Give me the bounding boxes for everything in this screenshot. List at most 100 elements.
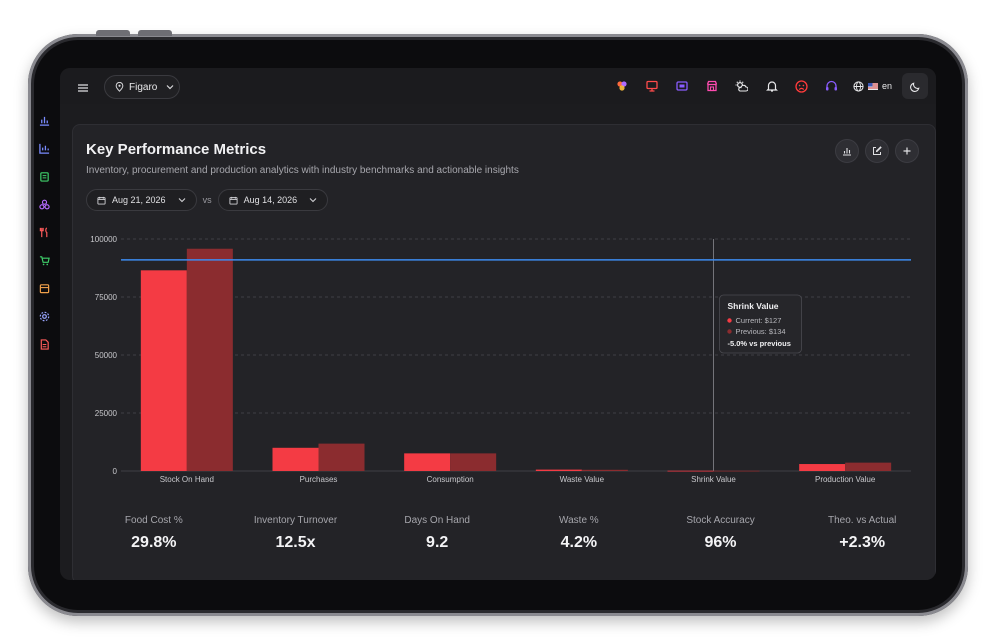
- previous-date-picker[interactable]: Aug 14, 2026: [217, 189, 329, 211]
- bar-chart-icon[interactable]: [36, 112, 52, 128]
- bar-current: [535, 469, 582, 471]
- bar-current: [799, 464, 846, 471]
- kpi-inventory-turnover: Inventory Turnover 12.5x: [225, 515, 367, 552]
- card-actions: [835, 139, 919, 163]
- edit-button[interactable]: [865, 139, 889, 163]
- location-name: Figaro: [129, 81, 158, 93]
- map-pin-icon: [115, 82, 124, 92]
- vs-label: vs: [202, 195, 212, 205]
- bar-previous: [581, 469, 628, 471]
- apps-icon[interactable]: [607, 74, 637, 98]
- tooltip-title: Shrink Value: [728, 301, 779, 311]
- y-tick-label: 50000: [95, 351, 118, 360]
- weather-icon[interactable]: [727, 74, 757, 98]
- bar-chart-icon: [843, 148, 851, 156]
- kpi-card: Key Performance Metrics Inventory, procu…: [72, 124, 936, 580]
- bar-previous: [186, 248, 233, 471]
- kpi-waste: Waste % 4.2%: [508, 515, 650, 552]
- bar-previous: [845, 462, 892, 471]
- chevron-down-icon: [309, 198, 317, 203]
- volume-button: [138, 30, 172, 36]
- utensils-icon[interactable]: [36, 224, 52, 240]
- card-subtitle: Inventory, procurement and production an…: [86, 165, 519, 176]
- add-button[interactable]: [895, 139, 919, 163]
- plus-icon: [903, 147, 911, 155]
- previous-date-label: Aug 14, 2026: [243, 195, 298, 205]
- menu-icon[interactable]: [78, 80, 88, 92]
- theme-toggle[interactable]: [902, 73, 928, 99]
- headset-icon[interactable]: [817, 74, 847, 98]
- kpi-label: Days On Hand: [404, 515, 470, 526]
- chevron-down-icon: [178, 198, 185, 203]
- date-range: Aug 21, 2026 vs Aug 14, 2026: [86, 189, 329, 211]
- tooltip-box: [719, 294, 802, 354]
- kpi-food-cost: Food Cost % 29.8%: [83, 515, 225, 552]
- x-tick-label: Waste Value: [560, 475, 605, 484]
- x-tick-label: Production Value: [815, 475, 876, 484]
- y-tick-label: 100000: [90, 235, 117, 244]
- kpi-theo-vs-actual: Theo. vs Actual +2.3%: [791, 515, 933, 552]
- pos-icon[interactable]: [667, 74, 697, 98]
- tooltip-previous: Previous: $134: [736, 327, 786, 336]
- tooltip-previous-dot: [727, 329, 732, 334]
- y-tick-label: 25000: [95, 409, 118, 418]
- bar-current: [404, 453, 451, 471]
- volume-button: [96, 30, 130, 36]
- kpi-bar-chart: 0 25000 50000 75000 100000 Stock On Hand Purch…: [90, 235, 911, 484]
- language-code: en: [881, 81, 892, 91]
- cart-icon[interactable]: [36, 252, 52, 268]
- kpi-label: Inventory Turnover: [253, 515, 338, 526]
- calendar-icon: [229, 196, 238, 205]
- kpi-label: Stock Accuracy: [686, 515, 755, 526]
- kpi-value: 96%: [704, 534, 737, 551]
- calendar-icon: [97, 196, 106, 205]
- current-date-picker[interactable]: Aug 21, 2026: [86, 189, 197, 211]
- bell-icon[interactable]: [757, 74, 787, 98]
- y-tick-label: 75000: [95, 293, 118, 302]
- x-tick-label: Shrink Value: [691, 475, 736, 484]
- kpi-days-on-hand: Days On Hand 9.2: [366, 515, 508, 552]
- chart-view-button[interactable]: [835, 139, 859, 163]
- tooltip-change: -5.0% vs previous: [728, 339, 791, 348]
- kpi-value: +2.3%: [839, 534, 886, 551]
- kpi-stock-accuracy: Stock Accuracy 96%: [650, 515, 792, 552]
- recipes-icon[interactable]: [36, 196, 52, 212]
- store-icon[interactable]: [697, 74, 727, 98]
- location-selector[interactable]: Figaro: [104, 75, 180, 99]
- kpi-value: 4.2%: [560, 534, 598, 551]
- us-flag-icon: [867, 82, 878, 90]
- kpi-value: 9.2: [426, 534, 449, 551]
- kpi-value: 12.5x: [275, 534, 316, 551]
- x-tick-label: Stock On Hand: [160, 475, 214, 484]
- moon-icon: [909, 82, 919, 92]
- analytics-icon[interactable]: [36, 140, 52, 156]
- globe-icon: [853, 80, 864, 92]
- current-date-label: Aug 21, 2026: [112, 195, 166, 205]
- kpi-label: Waste %: [559, 515, 599, 526]
- settings-icon[interactable]: [36, 308, 52, 324]
- top-actions: en: [607, 73, 928, 99]
- clipboard-icon[interactable]: [36, 168, 52, 184]
- alert-face-icon[interactable]: [787, 74, 817, 98]
- card-title: Key Performance Metrics: [86, 141, 267, 158]
- bar-previous: [318, 443, 365, 471]
- box-icon[interactable]: [36, 280, 52, 296]
- kpi-summary: Food Cost % 29.8% Inventory Turnover 12.…: [83, 515, 933, 552]
- bar-previous: [713, 470, 760, 472]
- app-screen: Figaro: [60, 68, 936, 580]
- bar-previous: [450, 453, 497, 471]
- report-icon[interactable]: [36, 336, 52, 352]
- tooltip-current-dot: [727, 318, 732, 323]
- bar-current: [667, 470, 714, 472]
- y-tick-label: 0: [113, 467, 118, 476]
- edit-icon: [873, 146, 882, 155]
- x-tick-label: Purchases: [300, 475, 338, 484]
- bar-current: [272, 447, 319, 471]
- monitor-icon[interactable]: [637, 74, 667, 98]
- kpi-label: Food Cost %: [124, 515, 183, 526]
- top-bar: Figaro: [60, 68, 936, 104]
- language-selector[interactable]: en: [847, 80, 898, 92]
- kpi-label: Theo. vs Actual: [828, 515, 897, 526]
- tooltip-current: Current: $127: [736, 316, 782, 325]
- sidebar: [36, 112, 54, 364]
